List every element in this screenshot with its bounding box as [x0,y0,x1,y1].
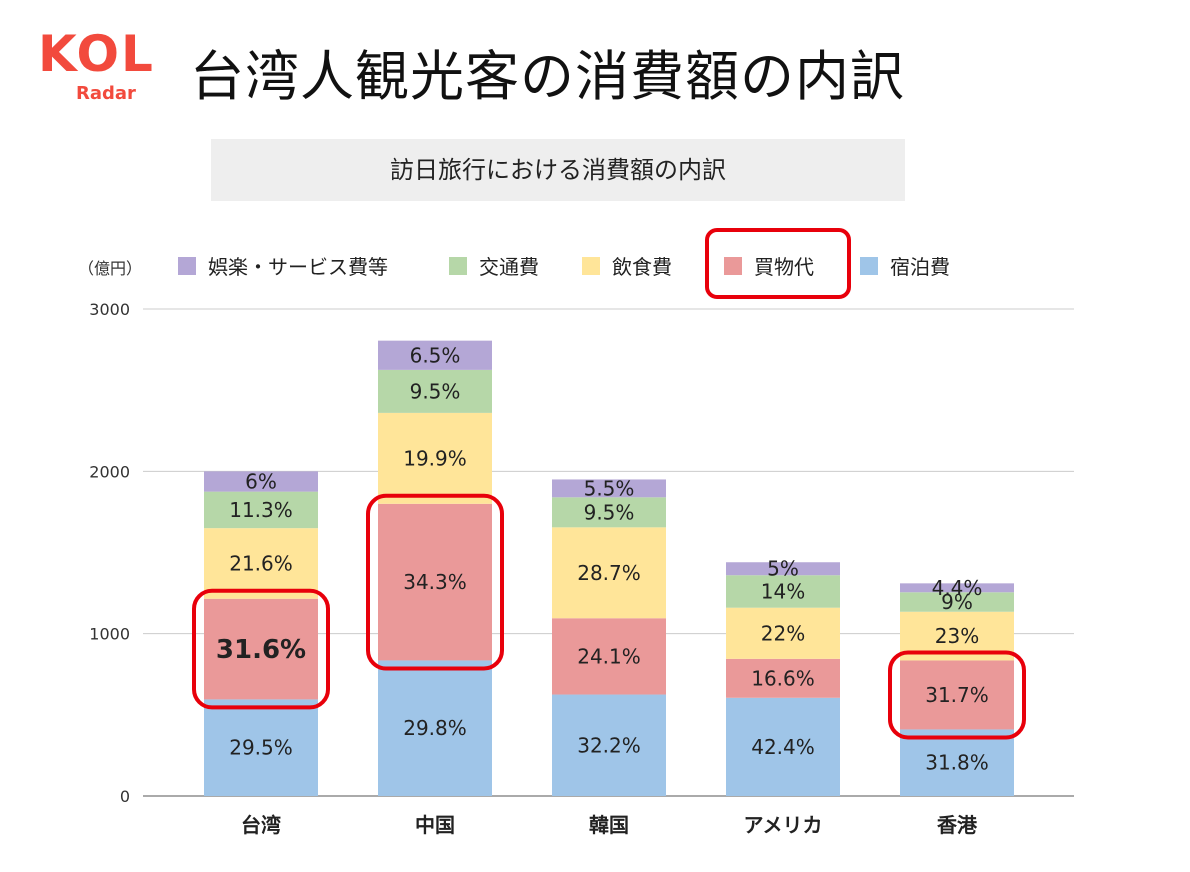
bar-segment [900,592,1014,612]
legend-label: 飲食費 [612,255,672,279]
y-tick-label: 1000 [89,625,130,644]
legend-swatch [860,257,878,275]
bar-segment [378,340,492,370]
data-label: 24.1% [577,644,641,668]
data-label: 29.5% [229,736,293,760]
bar-segment [204,471,318,492]
page-title: 台湾人観光客の消費額の内訳 [190,45,905,108]
y-tick-label: 3000 [89,300,130,319]
bar-segment [726,562,840,576]
x-tick-label: 中国 [415,813,455,837]
data-label: 31.7% [925,683,989,707]
y-tick-label: 2000 [89,462,130,481]
data-label: 19.9% [403,446,467,470]
data-label: 31.8% [925,751,989,775]
data-label: 5% [767,557,799,581]
x-tick-label: アメリカ [744,813,823,837]
bar-segment [726,658,840,698]
bar-segment [204,491,318,529]
data-label: 21.6% [229,551,293,575]
data-label: 28.7% [577,561,641,585]
legend-swatch [724,257,742,275]
data-label: 9.5% [410,379,461,403]
bar-segment [552,497,666,528]
bar-segment [204,528,318,599]
bar-segment [378,503,492,661]
bar-segment [204,699,318,796]
kol-radar-logo: KOL Radar [36,22,176,112]
bar-segment [726,575,840,608]
data-label: 23% [935,624,979,648]
logo-sub: Radar [76,83,136,104]
bar-segment [552,479,666,498]
data-label: 9.5% [584,500,635,524]
data-label: 32.2% [577,733,641,757]
chart-subtitle-box: 訪日旅行における消費額の内訳 [211,139,905,201]
bar-segment [552,618,666,695]
bar-segment [552,694,666,796]
bar-segment [900,660,1014,730]
segment-highlight-box [366,493,504,671]
data-label: 14% [761,579,805,603]
bar-segment [378,369,492,413]
legend-highlight-box [705,228,851,299]
bar-segment [378,660,492,796]
legend-swatch [582,257,600,275]
segment-highlight-box [192,588,330,710]
legend-label: 宿泊費 [890,255,950,279]
data-label: 16.6% [751,666,815,690]
x-tick-label: 香港 [937,813,978,837]
y-tick-label: 0 [120,787,130,806]
bar-segment [726,607,840,659]
legend-label: 交通費 [479,255,539,279]
data-label: 29.8% [403,716,467,740]
data-label: 22% [761,621,805,645]
data-label: 9% [941,590,973,614]
bar-segment [900,583,1014,593]
segment-highlight-box [888,650,1026,740]
bar-segment [900,729,1014,796]
data-label: 42.4% [751,735,815,759]
data-label: 5.5% [584,476,635,500]
bar-segment [378,412,492,504]
legend-label: 娯楽・サービス費等 [208,255,388,279]
data-label: 11.3% [229,498,293,522]
x-tick-label: 韓国 [589,813,629,837]
data-label: 31.6% [216,635,306,665]
data-label: 6.5% [410,343,461,367]
bar-segment [552,527,666,619]
data-label: 34.3% [403,570,467,594]
data-label: 4.4% [932,576,983,600]
logo-main: KOL [38,25,155,83]
y-unit-label: （億円） [78,259,142,278]
bar-segment [726,697,840,796]
legend-label: 買物代 [754,255,814,279]
legend-swatch [178,257,196,275]
x-tick-label: 台湾 [241,813,281,837]
chart-subtitle: 訪日旅行における消費額の内訳 [390,156,726,184]
data-label: 6% [245,469,277,493]
bar-segment [204,598,318,700]
legend-swatch [449,257,467,275]
